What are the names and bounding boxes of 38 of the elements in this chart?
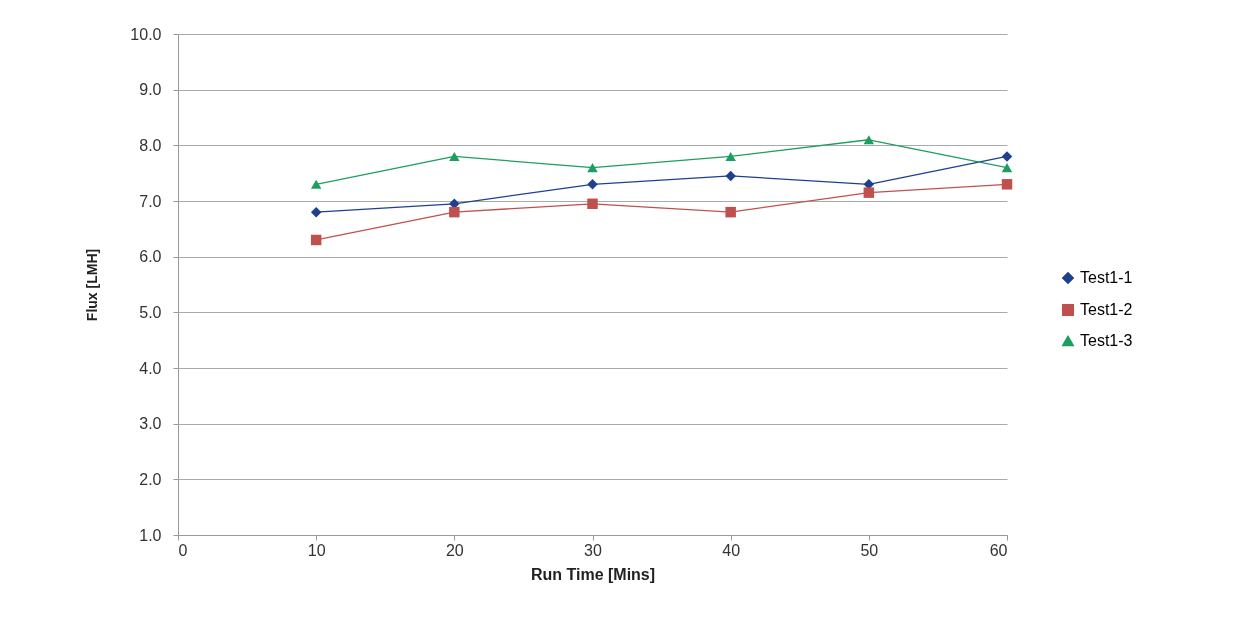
point: [1001, 151, 1013, 162]
y-tick-label: 6.0: [139, 248, 162, 266]
x-tick-label: 50: [860, 541, 879, 559]
point: [310, 179, 322, 189]
point: [449, 151, 460, 162]
y-tick-label: 4.0: [139, 359, 162, 377]
x-tick-label: 30: [584, 541, 602, 559]
point: [587, 179, 598, 190]
point: [725, 206, 736, 218]
point: [449, 206, 460, 218]
y-tick-label: 10.0: [130, 25, 162, 43]
point: [310, 206, 322, 218]
point: [725, 151, 736, 162]
y-tick-label: 7.0: [139, 192, 162, 210]
y-tick-label: 2.0: [139, 470, 162, 488]
x-tick-label: 0: [178, 541, 188, 559]
y-tick-label: 8.0: [139, 136, 162, 154]
legend-label: Test1-3: [1080, 332, 1133, 349]
point: [1001, 179, 1013, 190]
y-tick-label: 1.0: [139, 526, 162, 544]
point: [725, 170, 736, 182]
y-tick-label: 5.0: [139, 303, 162, 321]
x-tick-label: 20: [445, 541, 464, 559]
legend-label: Test1-1: [1080, 269, 1133, 286]
x-tick-label: 60: [989, 541, 1008, 559]
point: [1001, 163, 1013, 173]
x-axis-title: Run Time [Mins]: [530, 565, 656, 583]
y-axis-title: Flux [LMH]: [84, 248, 101, 322]
point: [863, 187, 875, 198]
point: [587, 163, 598, 173]
legend-label: Test1-2: [1080, 301, 1133, 318]
point: [863, 135, 875, 145]
point: [587, 198, 598, 210]
y-tick-label: 3.0: [139, 415, 162, 433]
x-tick-label: 40: [722, 541, 741, 559]
y-tick-label: 9.0: [139, 81, 162, 99]
x-tick-label: 10: [307, 541, 326, 559]
point: [310, 234, 322, 246]
